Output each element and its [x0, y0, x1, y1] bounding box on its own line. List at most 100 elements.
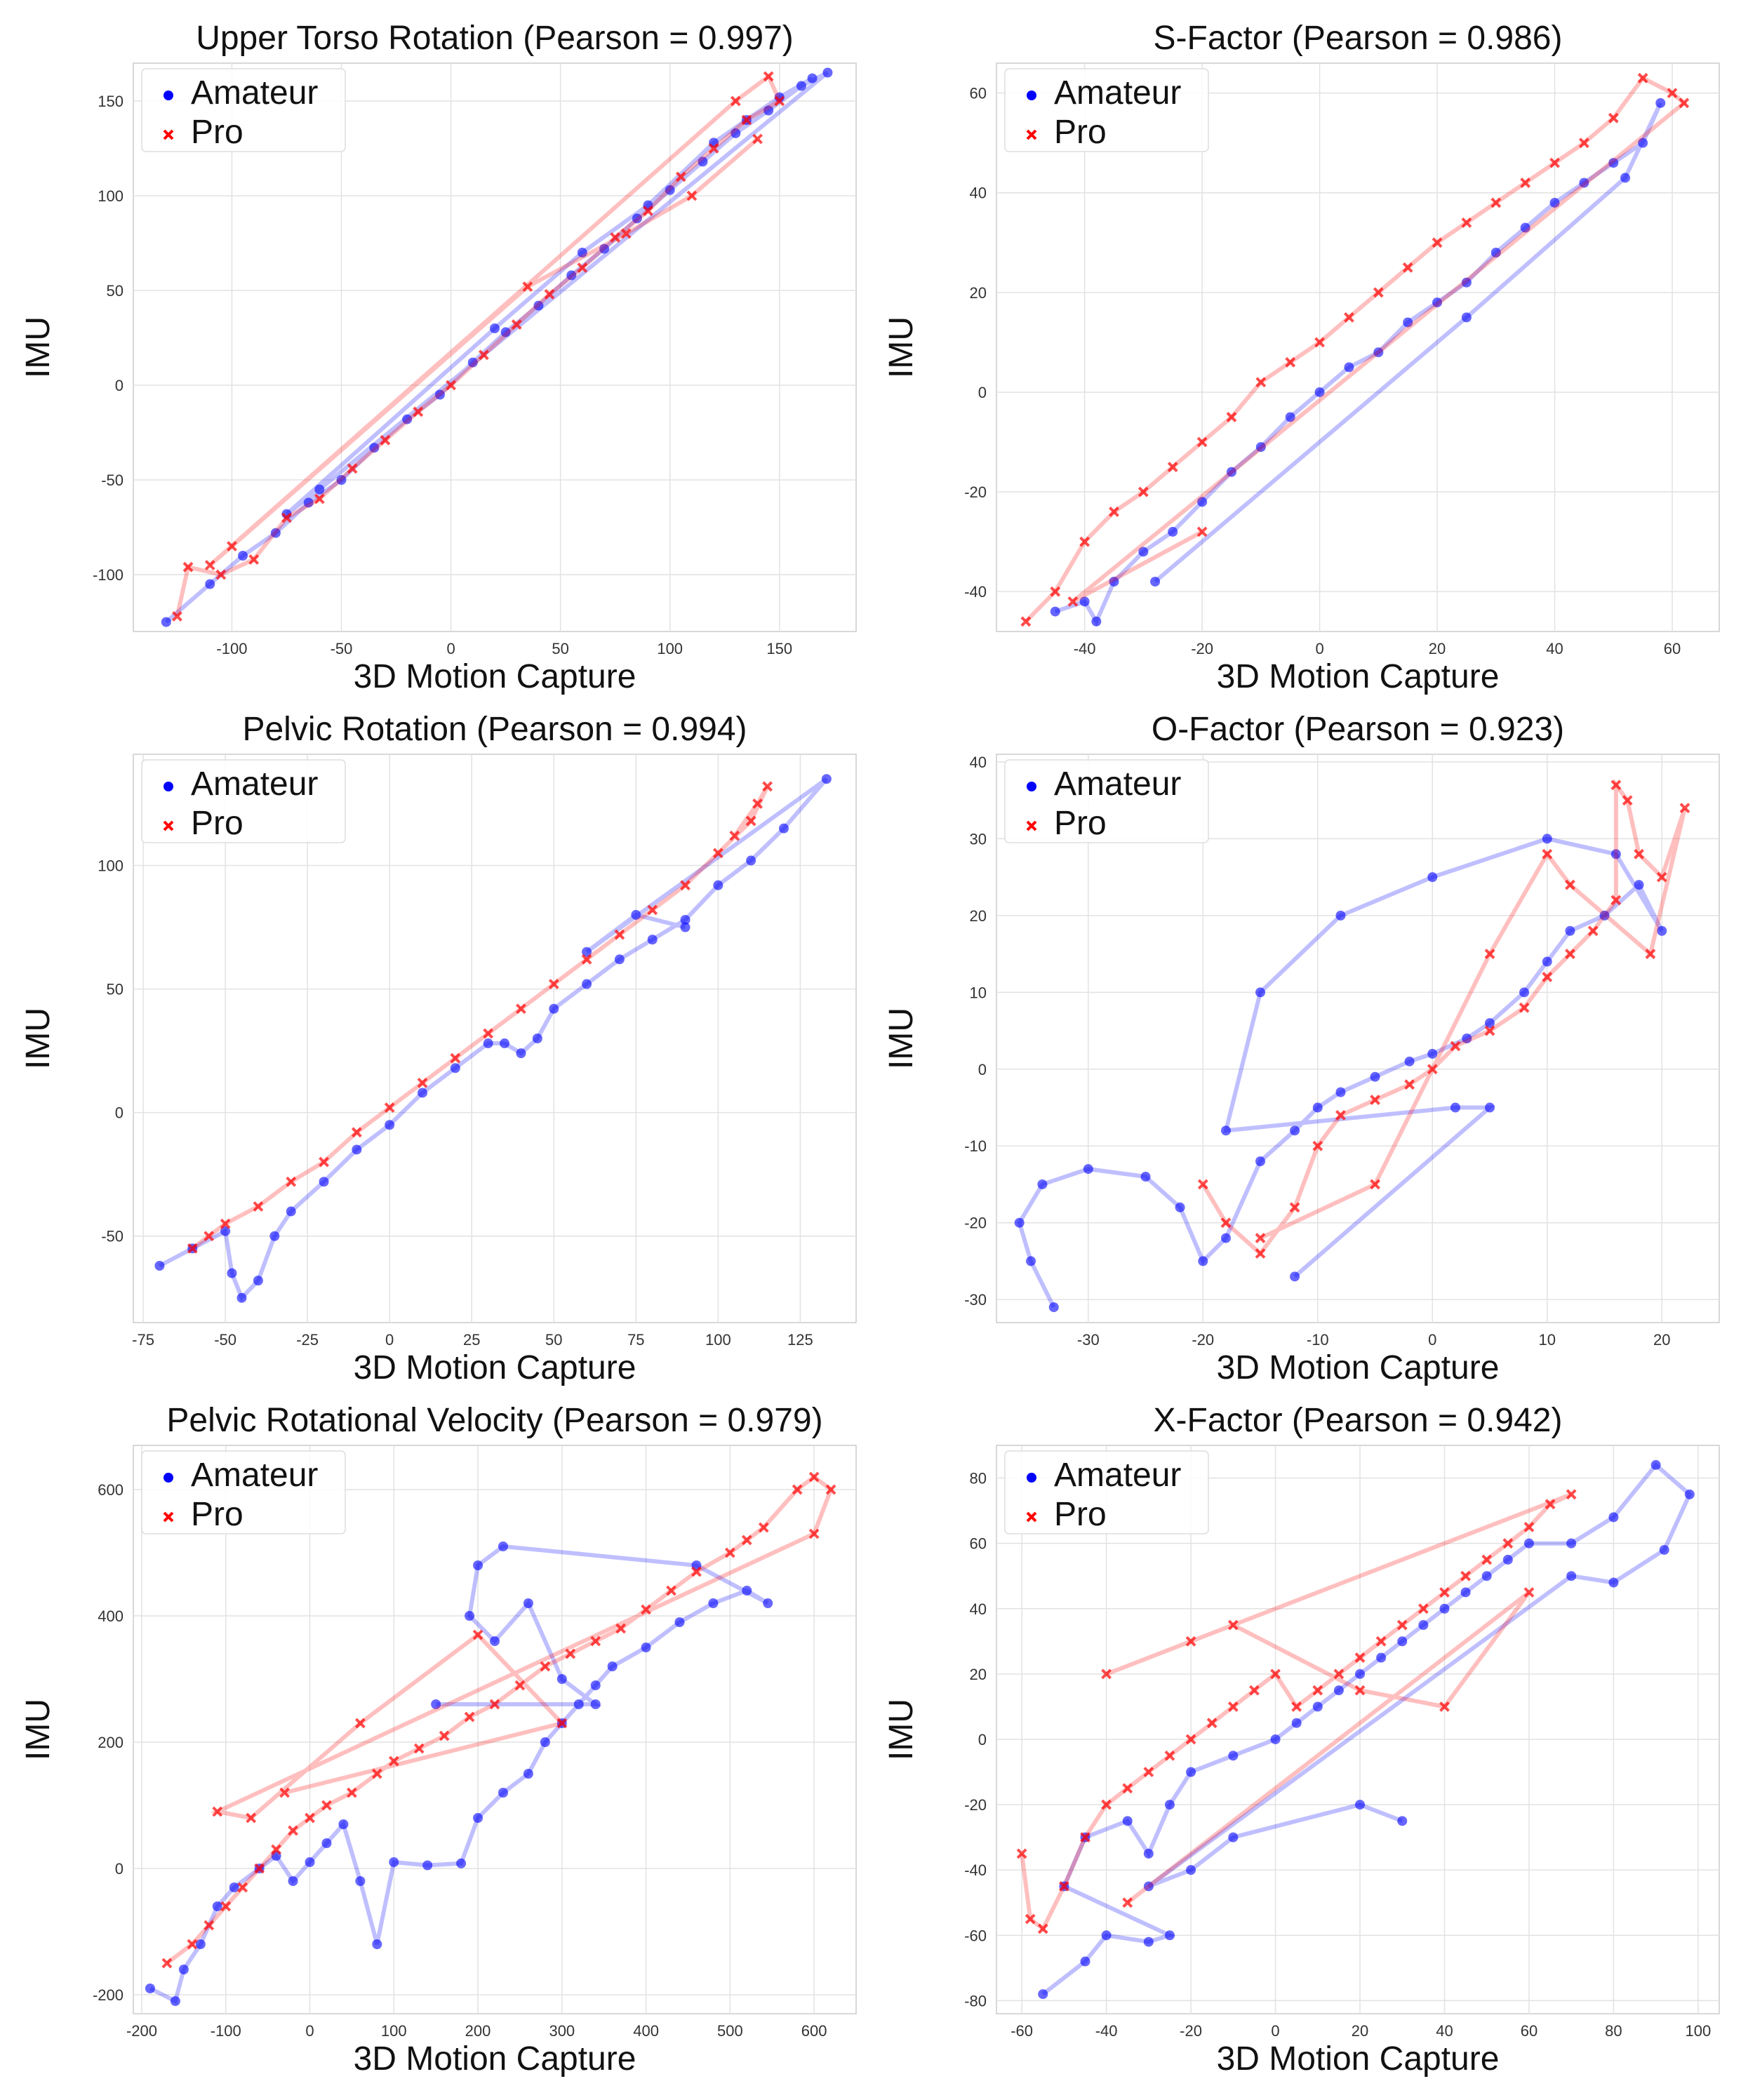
point-amateur	[1143, 1881, 1154, 1892]
x-tick-label: -20	[1191, 640, 1213, 657]
point-amateur	[1091, 616, 1102, 627]
point-amateur	[1290, 1271, 1300, 1282]
point-pro	[1622, 795, 1633, 806]
y-tick-label: 0	[115, 1104, 124, 1122]
x-tick-label: -25	[296, 1331, 319, 1349]
point-amateur	[288, 1876, 298, 1886]
y-tick-label: 50	[107, 282, 124, 300]
y-tick-label: 20	[970, 1666, 987, 1683]
point-pro	[1610, 895, 1622, 906]
data-layer	[161, 67, 833, 627]
point-pro	[187, 1939, 198, 1950]
point-amateur	[253, 1276, 263, 1286]
y-tick-label: 150	[98, 93, 124, 110]
point-amateur	[336, 475, 347, 485]
x-tick-label: 300	[549, 2022, 575, 2040]
legend-label-amateur: Amateur	[1054, 74, 1181, 112]
point-amateur	[556, 1674, 567, 1684]
plot-area	[133, 754, 857, 1323]
point-pro	[1490, 197, 1502, 208]
point-pro	[1255, 1248, 1266, 1259]
legend-marker-amateur	[164, 91, 173, 100]
legend	[141, 759, 346, 843]
point-amateur	[422, 1860, 433, 1871]
legend-marker-amateur	[1027, 1473, 1036, 1483]
chart-title: Upper Torso Rotation (Pearson = 0.997)	[196, 20, 794, 57]
point-amateur	[1519, 987, 1530, 998]
point-amateur	[1427, 872, 1438, 883]
point-pro	[1255, 1233, 1266, 1244]
point-pro	[1679, 803, 1690, 814]
point-pro	[254, 1863, 265, 1874]
point-amateur	[1255, 1156, 1266, 1167]
point-pro	[1314, 337, 1325, 348]
point-pro	[1101, 1799, 1112, 1810]
point-pro	[1460, 1570, 1472, 1581]
series-trail-amateur	[1054, 102, 1663, 627]
point-pro	[825, 1484, 836, 1495]
x-axis-label: 3D Motion Capture	[1217, 658, 1500, 695]
point-pro	[1432, 237, 1443, 248]
point-amateur	[205, 579, 215, 589]
point-amateur	[195, 1939, 206, 1949]
point-pro	[1370, 1095, 1380, 1105]
point-amateur	[1565, 925, 1575, 936]
point-amateur	[450, 1063, 460, 1074]
x-tick-label: 20	[1429, 640, 1446, 657]
point-amateur	[319, 1177, 329, 1187]
point-amateur	[154, 1261, 165, 1271]
point-amateur	[1220, 1125, 1231, 1136]
point-amateur	[540, 1737, 550, 1747]
x-tick-label: 50	[545, 1331, 562, 1349]
point-amateur	[500, 1038, 510, 1049]
y-tick-label: -200	[93, 1986, 124, 2004]
x-tick-label: -20	[1192, 1331, 1214, 1349]
point-pro	[1545, 1499, 1556, 1510]
point-amateur	[212, 1901, 222, 1911]
y-axis-label: IMU	[20, 316, 57, 378]
point-pro	[286, 1176, 297, 1187]
point-amateur	[582, 979, 592, 989]
point-amateur	[178, 1965, 189, 1974]
point-amateur	[549, 1003, 559, 1014]
y-tick-label: 20	[970, 284, 987, 302]
point-pro	[1270, 1668, 1281, 1680]
point-pro	[1227, 1619, 1239, 1631]
point-amateur	[1255, 442, 1266, 453]
point-pro	[1291, 1701, 1302, 1712]
point-amateur	[465, 1611, 475, 1621]
point-pro	[1634, 848, 1644, 860]
point-amateur	[1657, 925, 1667, 936]
point-amateur	[1355, 1800, 1366, 1810]
y-tick-label: 0	[978, 384, 987, 401]
legend-label-pro: Pro	[1054, 805, 1107, 842]
point-amateur	[1460, 1587, 1471, 1598]
point-amateur	[674, 1617, 685, 1627]
legend-marker-pro	[163, 820, 174, 831]
point-amateur	[270, 528, 281, 538]
series-trail-pro	[175, 73, 782, 617]
plot-area	[133, 62, 857, 632]
point-pro	[204, 1231, 215, 1242]
point-amateur	[1226, 467, 1236, 477]
point-amateur	[763, 105, 774, 116]
y-tick-label: 30	[970, 830, 987, 848]
plot-area	[996, 754, 1720, 1323]
point-pro	[691, 1566, 702, 1577]
point-pro	[1050, 586, 1061, 597]
point-amateur	[631, 909, 641, 920]
point-pro	[610, 232, 621, 243]
point-amateur	[533, 300, 544, 311]
point-pro	[1285, 356, 1296, 368]
point-amateur	[796, 81, 806, 91]
x-tick-label: 40	[1436, 2022, 1453, 2040]
point-pro	[1196, 526, 1208, 537]
point-amateur	[1549, 197, 1560, 208]
point-amateur	[713, 880, 723, 890]
legend-label-pro: Pro	[191, 1496, 244, 1533]
point-amateur	[490, 1636, 500, 1646]
point-pro	[472, 1629, 483, 1640]
y-tick-label: -10	[964, 1137, 987, 1155]
point-amateur	[1481, 1571, 1492, 1581]
point-pro	[808, 1528, 820, 1539]
